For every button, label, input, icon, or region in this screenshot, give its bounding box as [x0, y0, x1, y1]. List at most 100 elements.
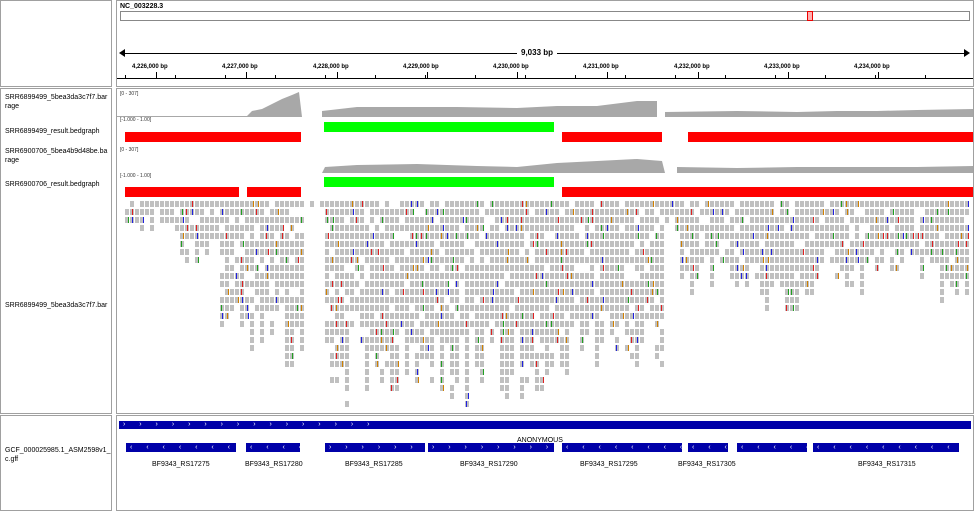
- aligned-read[interactable]: [735, 281, 739, 287]
- aligned-read[interactable]: [610, 233, 614, 239]
- aligned-read[interactable]: [330, 353, 334, 359]
- aligned-read[interactable]: [250, 329, 254, 335]
- aligned-read[interactable]: [560, 337, 564, 343]
- aligned-read[interactable]: [955, 225, 959, 231]
- aligned-read[interactable]: [415, 217, 419, 223]
- aligned-read[interactable]: [425, 281, 429, 287]
- aligned-read[interactable]: [790, 241, 794, 247]
- aligned-read[interactable]: [340, 241, 344, 247]
- aligned-read[interactable]: [330, 361, 334, 367]
- aligned-read[interactable]: [780, 273, 784, 279]
- aligned-read[interactable]: [445, 201, 449, 207]
- aligned-read[interactable]: [795, 233, 799, 239]
- aligned-read[interactable]: [470, 225, 474, 231]
- aligned-read[interactable]: [275, 209, 279, 215]
- aligned-read[interactable]: [475, 281, 479, 287]
- aligned-read[interactable]: [285, 217, 289, 223]
- aligned-read[interactable]: [445, 249, 449, 255]
- aligned-read[interactable]: [430, 353, 434, 359]
- aligned-read[interactable]: [135, 217, 139, 223]
- aligned-read[interactable]: [730, 217, 734, 223]
- aligned-read[interactable]: [890, 233, 894, 239]
- aligned-read[interactable]: [690, 241, 694, 247]
- aligned-read[interactable]: [505, 345, 509, 351]
- aligned-read[interactable]: [440, 345, 444, 351]
- aligned-read[interactable]: [265, 305, 269, 311]
- aligned-read[interactable]: [735, 233, 739, 239]
- aligned-read[interactable]: [650, 225, 654, 231]
- aligned-read[interactable]: [365, 297, 369, 303]
- aligned-read[interactable]: [750, 217, 754, 223]
- aligned-read[interactable]: [405, 369, 409, 375]
- aligned-read[interactable]: [430, 361, 434, 367]
- aligned-read[interactable]: [390, 249, 394, 255]
- aligned-read[interactable]: [765, 289, 769, 295]
- aligned-read[interactable]: [465, 353, 469, 359]
- aligned-read[interactable]: [285, 265, 289, 271]
- aligned-read[interactable]: [635, 289, 639, 295]
- aligned-read[interactable]: [480, 201, 484, 207]
- aligned-read[interactable]: [395, 353, 399, 359]
- aligned-read[interactable]: [485, 321, 489, 327]
- aligned-read[interactable]: [205, 249, 209, 255]
- aligned-read[interactable]: [790, 273, 794, 279]
- aligned-read[interactable]: [965, 249, 969, 255]
- aligned-read[interactable]: [765, 225, 769, 231]
- aligned-read[interactable]: [655, 305, 659, 311]
- aligned-read[interactable]: [685, 217, 689, 223]
- aligned-read[interactable]: [805, 209, 809, 215]
- aligned-read[interactable]: [940, 297, 944, 303]
- aligned-read[interactable]: [580, 345, 584, 351]
- aligned-read[interactable]: [390, 321, 394, 327]
- aligned-read[interactable]: [510, 265, 514, 271]
- aligned-read[interactable]: [365, 385, 369, 391]
- aligned-read[interactable]: [550, 225, 554, 231]
- aligned-read[interactable]: [570, 249, 574, 255]
- aligned-read[interactable]: [475, 337, 479, 343]
- aligned-read[interactable]: [240, 321, 244, 327]
- aligned-read[interactable]: [815, 265, 819, 271]
- aligned-read[interactable]: [505, 361, 509, 367]
- aligned-read[interactable]: [435, 329, 439, 335]
- aligned-read[interactable]: [640, 241, 644, 247]
- aligned-read[interactable]: [540, 385, 544, 391]
- aligned-read[interactable]: [455, 337, 459, 343]
- aligned-read[interactable]: [545, 313, 549, 319]
- aligned-read[interactable]: [535, 249, 539, 255]
- aligned-read[interactable]: [345, 305, 349, 311]
- aligned-read[interactable]: [865, 201, 869, 207]
- aligned-read[interactable]: [250, 217, 254, 223]
- aligned-read[interactable]: [510, 321, 514, 327]
- aligned-read[interactable]: [615, 289, 619, 295]
- aligned-read[interactable]: [620, 313, 624, 319]
- aligned-read[interactable]: [375, 321, 379, 327]
- aligned-read[interactable]: [600, 209, 604, 215]
- aligned-read[interactable]: [640, 289, 644, 295]
- aligned-read[interactable]: [845, 225, 849, 231]
- aligned-read[interactable]: [520, 281, 524, 287]
- aligned-read[interactable]: [495, 273, 499, 279]
- aligned-read[interactable]: [510, 337, 514, 343]
- aligned-read[interactable]: [225, 265, 229, 271]
- aligned-read[interactable]: [335, 289, 339, 295]
- aligned-read[interactable]: [635, 361, 639, 367]
- aligned-read[interactable]: [770, 233, 774, 239]
- aligned-read[interactable]: [660, 249, 664, 255]
- aligned-read[interactable]: [565, 209, 569, 215]
- aligned-read[interactable]: [430, 313, 434, 319]
- aligned-read[interactable]: [530, 233, 534, 239]
- aligned-read[interactable]: [635, 313, 639, 319]
- aligned-read[interactable]: [625, 233, 629, 239]
- aligned-read[interactable]: [790, 217, 794, 223]
- aligned-read[interactable]: [600, 273, 604, 279]
- aligned-read[interactable]: [365, 225, 369, 231]
- aligned-read[interactable]: [425, 289, 429, 295]
- aligned-read[interactable]: [395, 345, 399, 351]
- aligned-read[interactable]: [510, 201, 514, 207]
- aligned-read[interactable]: [585, 289, 589, 295]
- aligned-read[interactable]: [755, 273, 759, 279]
- aligned-read[interactable]: [370, 305, 374, 311]
- aligned-read[interactable]: [390, 361, 394, 367]
- aligned-read[interactable]: [940, 289, 944, 295]
- aligned-read[interactable]: [365, 353, 369, 359]
